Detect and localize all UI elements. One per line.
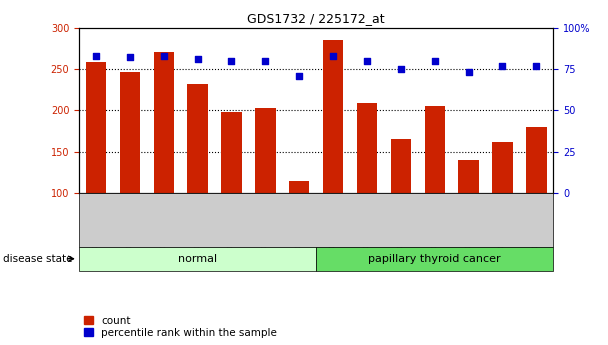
Point: [464, 70, 474, 75]
Point: [227, 58, 237, 63]
Point: [328, 53, 338, 59]
Bar: [221, 112, 241, 193]
Text: papillary thyroid cancer: papillary thyroid cancer: [368, 254, 501, 264]
Point: [125, 55, 135, 60]
Bar: [255, 108, 275, 193]
Point: [497, 63, 507, 68]
Bar: [323, 40, 344, 193]
Point: [159, 53, 168, 59]
Bar: [424, 106, 445, 193]
Legend: count, percentile rank within the sample: count, percentile rank within the sample: [85, 316, 277, 338]
Bar: [492, 142, 513, 193]
Point: [294, 73, 304, 78]
Bar: [120, 72, 140, 193]
Bar: [86, 62, 106, 193]
Text: disease state: disease state: [3, 254, 72, 264]
Bar: [154, 52, 174, 193]
Title: GDS1732 / 225172_at: GDS1732 / 225172_at: [247, 12, 385, 25]
Text: normal: normal: [178, 254, 217, 264]
Point: [531, 63, 541, 68]
Bar: [526, 127, 547, 193]
Point: [193, 56, 202, 62]
Bar: [289, 181, 309, 193]
Bar: [391, 139, 411, 193]
Bar: [458, 160, 478, 193]
Bar: [187, 84, 208, 193]
Point: [91, 53, 101, 59]
Point: [396, 66, 406, 72]
Point: [362, 58, 372, 63]
Point: [260, 58, 270, 63]
Point: [430, 58, 440, 63]
Bar: [357, 103, 377, 193]
